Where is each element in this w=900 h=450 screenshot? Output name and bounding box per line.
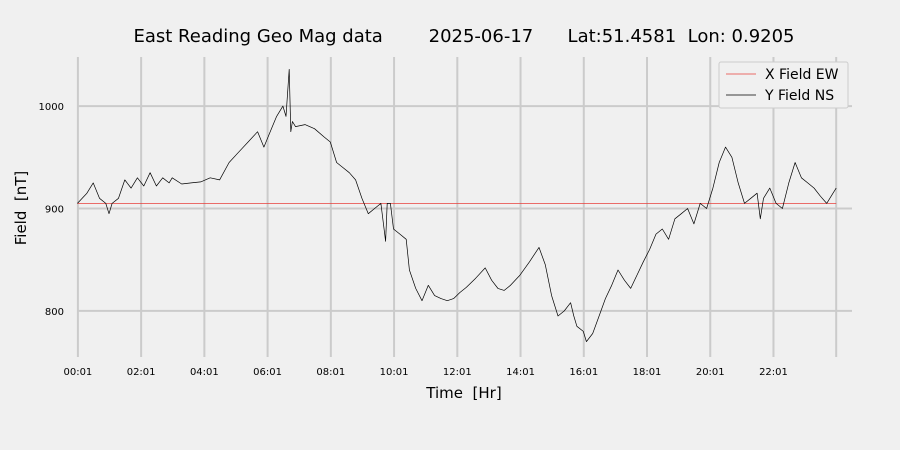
x-axis-label: Time [Hr] [425,384,501,402]
chart-title: East Reading Geo Mag data 2025-06-17 Lat… [133,26,794,47]
legend: X Field EW Y Field NS [718,61,849,109]
x-tick-label: 20:01 [696,367,725,378]
x-tick-label: 06:01 [253,367,282,378]
x-tick-label: 14:01 [506,367,535,378]
x-tick-label: 16:01 [569,367,598,378]
y-tick-label: 1000 [39,102,64,113]
legend-entry-label: X Field EW [765,67,839,83]
legend-box [718,61,849,109]
tick-labels: 00:01 02:01 04:01 06:01 08:01 10:01 12:01 14:01… [39,102,788,378]
x-tick-label: 08:01 [316,367,345,378]
y-tick-label: 900 [45,205,64,216]
y-tick-label: 800 [45,307,64,318]
legend-entry-label: Y Field NS [764,88,834,104]
x-tick-label: 02:01 [127,367,156,378]
y-axis-label: Field [nT] [12,171,30,246]
x-tick-label: 12:01 [443,367,472,378]
series-line-y-field-ns [77,68,837,342]
x-tick-label: 00:01 [63,367,92,378]
x-tick-label: 04:01 [190,367,219,378]
grid [76,57,852,357]
x-tick-label: 18:01 [633,367,662,378]
series-layer [77,68,837,342]
x-tick-label: 22:01 [759,367,788,378]
x-tick-label: 10:01 [380,367,409,378]
